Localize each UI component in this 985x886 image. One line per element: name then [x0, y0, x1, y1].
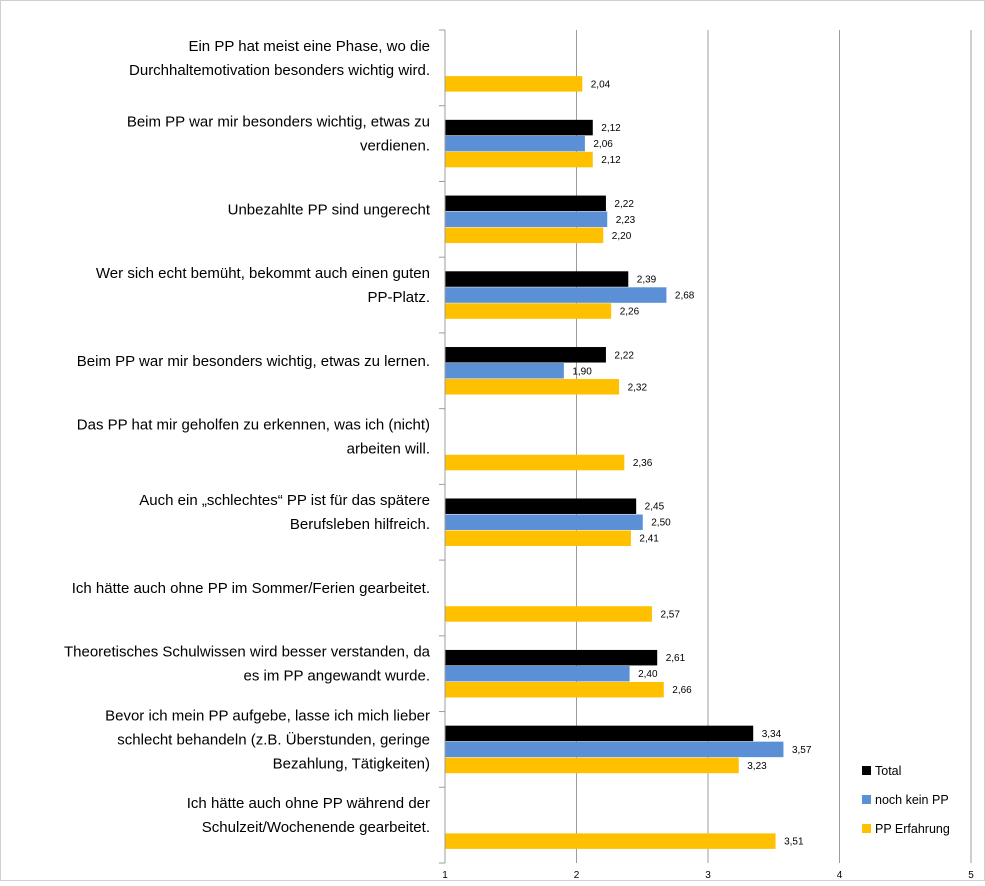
data-label: 2,32: [628, 382, 648, 393]
bar: [445, 606, 652, 622]
bar: [445, 379, 620, 395]
bar: [445, 151, 593, 168]
bar: [445, 725, 754, 742]
bar: [445, 741, 784, 758]
data-label: 2,45: [645, 502, 665, 513]
bar: [445, 681, 664, 698]
x-tick-labels: 1 2 3 4 5: [442, 870, 974, 881]
bar: [445, 498, 637, 514]
bar: [445, 530, 631, 546]
bar: [445, 211, 608, 228]
data-label: 2,26: [620, 307, 640, 318]
data-label: 2,06: [593, 139, 613, 150]
data-label: 2,57: [660, 609, 680, 620]
data-label: 2,22: [614, 350, 634, 361]
category-label: Unbezahlte PP sind ungerecht: [228, 201, 431, 218]
category-label: Bevor ich mein PP aufgebe, lasse ich mic…: [105, 707, 430, 772]
bar: [445, 665, 630, 682]
category-label: Beim PP war mir besonders wichtig, etwas…: [77, 353, 430, 370]
category-labels: Ein PP hat meist eine Phase, wo die Durch…: [64, 38, 431, 836]
category-axis: [439, 29, 446, 864]
data-label: 2,22: [614, 199, 634, 210]
category-label: Ein PP hat meist eine Phase, wo die Durch…: [129, 38, 430, 79]
bar: [445, 833, 776, 849]
data-label: 3,51: [784, 837, 804, 848]
legend-label: Total: [875, 764, 901, 778]
data-label: 2,39: [637, 275, 657, 286]
bar: [445, 363, 564, 379]
legend-swatch: [862, 766, 871, 775]
data-label: 3,23: [747, 761, 767, 772]
data-label: 2,68: [675, 291, 695, 302]
data-label: 2,04: [591, 79, 611, 90]
x-tick-label: 5: [968, 870, 974, 881]
x-tick-label: 2: [574, 870, 580, 881]
legend: Total noch kein PP PP Erfahrung: [862, 764, 950, 836]
bars: [445, 76, 784, 849]
bar: [445, 227, 604, 244]
bar: [445, 454, 625, 471]
data-label: 2,12: [601, 155, 621, 166]
bar: [445, 76, 583, 92]
category-label: Beim PP war mir besonders wichtig, etwas…: [127, 114, 430, 155]
legend-swatch: [862, 795, 871, 804]
data-label: 2,40: [638, 669, 658, 680]
data-label: 3,34: [762, 729, 782, 740]
category-label: Ich hätte auch ohne PP während der Schulz…: [187, 795, 430, 836]
bar: [445, 271, 629, 287]
data-label: 1,90: [572, 366, 592, 377]
x-tick-label: 1: [442, 870, 448, 881]
bar: [445, 347, 606, 363]
bar: [445, 757, 739, 774]
data-label: 3,57: [792, 745, 812, 756]
category-label: Das PP hat mir geholfen zu erkennen, was…: [77, 417, 430, 458]
category-label: Ich hätte auch ohne PP im Sommer/Ferien …: [72, 580, 430, 597]
bar: [445, 119, 593, 136]
bar: [445, 135, 585, 152]
data-label: 2,36: [633, 458, 653, 469]
x-tick-label: 4: [837, 870, 843, 881]
data-label: 2,50: [651, 518, 671, 529]
bar: [445, 649, 658, 666]
data-label: 2,20: [612, 231, 632, 242]
legend-label: noch kein PP: [875, 793, 949, 807]
gridlines: [576, 30, 972, 863]
data-label: 2,41: [639, 534, 659, 545]
bar: [445, 195, 606, 212]
data-label: 2,12: [601, 123, 621, 134]
x-tick-label: 3: [705, 870, 711, 881]
category-label: Auch ein „schlechtes“ PP ist für das spä…: [139, 492, 430, 533]
legend-swatch: [862, 824, 871, 833]
bar: [445, 303, 612, 319]
category-label: Wer sich echt bemüht, bekommt auch einen…: [96, 265, 430, 306]
data-label: 2,66: [672, 685, 692, 696]
data-label: 2,61: [666, 653, 686, 664]
bar: [445, 287, 667, 303]
bar: [445, 514, 643, 530]
category-label: Theoretisches Schulwissen wird besser ve…: [64, 644, 431, 685]
data-labels: 2,04 2,12 2,06 2,12 2,22 2,23 2,20 2,39 2,68 2,26…: [572, 79, 812, 847]
legend-label: PP Erfahrung: [875, 822, 950, 836]
data-label: 2,23: [616, 215, 636, 226]
